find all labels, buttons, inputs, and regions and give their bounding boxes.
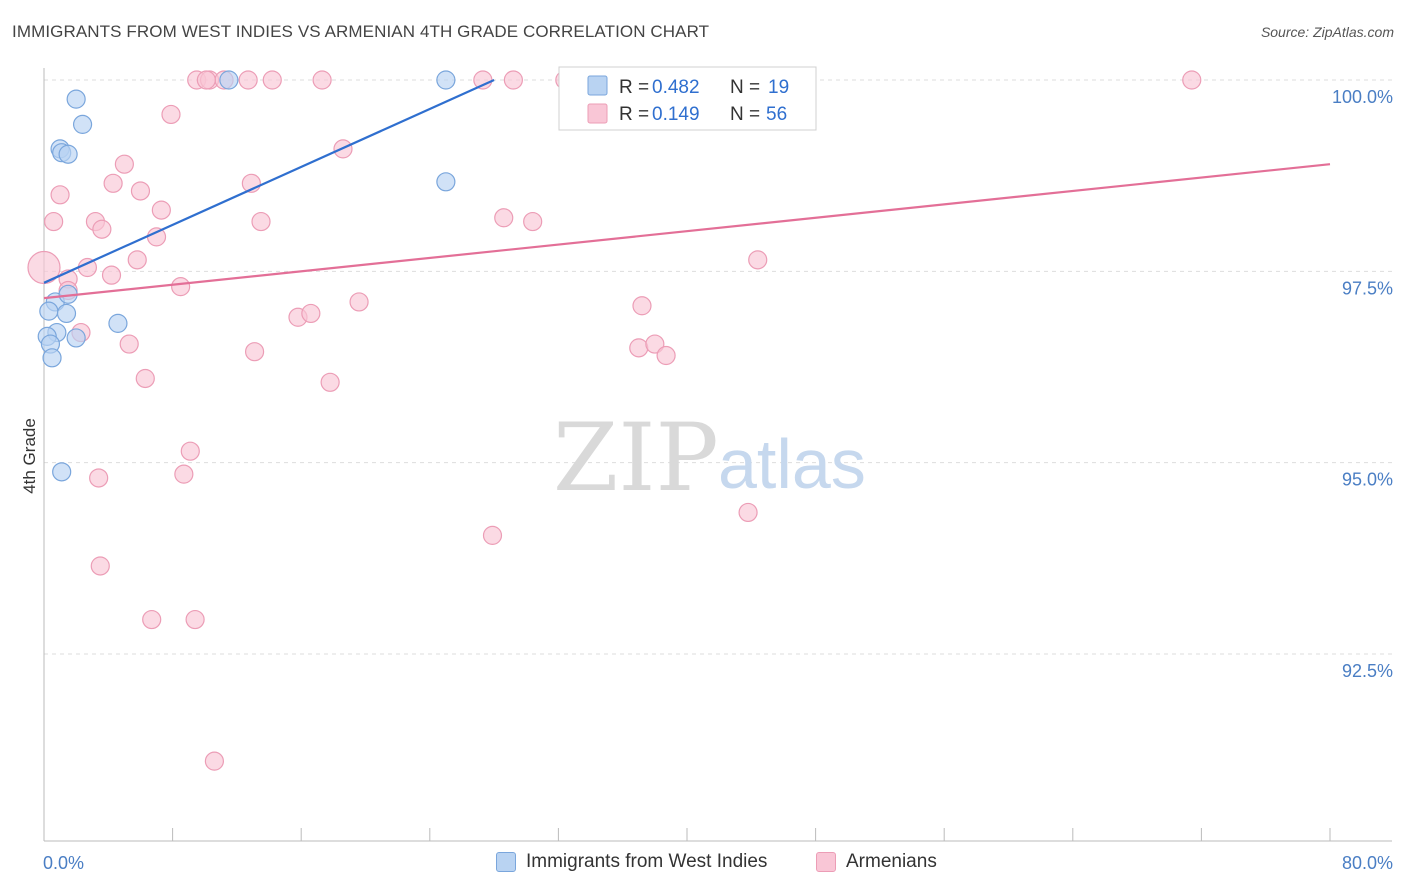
point-armenians-1 (44, 211, 64, 232)
point-armenians-54 (204, 751, 224, 771)
legend-r-label-2: R = (619, 104, 649, 125)
legend-series: Immigrants from West Indies Armenians (0, 851, 1406, 879)
point-armenians-26 (262, 70, 282, 90)
legend-n-label-2: N = (730, 104, 760, 125)
y-tick-label-0: 92.5% (1342, 661, 1393, 681)
point-armenians-51 (90, 556, 110, 576)
point-armenians-2 (50, 185, 70, 205)
point-armenians-30 (244, 342, 265, 362)
legend-n-label-1: N = (730, 77, 760, 98)
legend-r-value-1: 0.482 (652, 77, 700, 98)
point-west-indies-15 (66, 328, 86, 348)
legend-label-west-indies: Immigrants from West Indies (526, 851, 768, 872)
point-armenians-32 (301, 303, 321, 324)
point-armenians-11 (146, 227, 167, 247)
point-armenians-12 (127, 250, 147, 270)
point-armenians-45 (632, 296, 652, 316)
y-tick-label-3: 100.0% (1332, 87, 1393, 107)
point-armenians-53 (185, 609, 205, 630)
watermark-atlas: atlas (718, 425, 866, 503)
point-armenians-0 (27, 250, 61, 285)
legend-r-value-2: 0.149 (652, 104, 700, 125)
legend-swatch-pink (587, 103, 608, 124)
point-west-indies-0 (66, 89, 86, 109)
legend-swatch-armenians (816, 852, 836, 872)
point-armenians-8 (114, 154, 134, 174)
legend-label-armenians: Armenians (846, 851, 937, 872)
point-west-indies-6 (219, 70, 239, 90)
point-armenians-6 (92, 219, 112, 239)
x-tick-label-0: 0.0% (43, 853, 84, 873)
point-armenians-52 (142, 609, 162, 630)
legend-n-value-2: 56 (766, 104, 787, 125)
y-tick-labels: 92.5% 95.0% 97.5% 100.0% (1332, 87, 1393, 681)
point-west-indies-5 (436, 172, 456, 192)
point-armenians-13 (101, 265, 122, 285)
point-armenians-36 (494, 208, 514, 228)
point-armenians-49 (1182, 70, 1202, 90)
legend-correlation: R = 0.482 N = 19 R = 0.149 N = 56 (558, 66, 817, 131)
point-west-indies-7 (436, 70, 456, 90)
point-armenians-16 (119, 334, 139, 354)
trendline-west-indies (43, 78, 495, 284)
point-armenians-37 (523, 211, 543, 232)
point-armenians-19 (171, 277, 191, 297)
x-tick-labels: 0.0% 80.0% (43, 853, 1393, 873)
point-armenians-25 (238, 70, 258, 90)
x-tick-label-1: 80.0% (1342, 853, 1393, 873)
point-armenians-17 (135, 368, 155, 389)
y-tick-label-2: 97.5% (1342, 278, 1393, 298)
point-west-indies-14 (108, 313, 128, 333)
legend-item-west-indies: Immigrants from West Indies (496, 851, 767, 873)
point-armenians-20 (180, 441, 200, 461)
watermark-zip: ZIP (553, 404, 719, 513)
point-armenians-21 (174, 464, 194, 484)
point-armenians-50 (89, 468, 109, 488)
point-armenians-9 (130, 181, 151, 201)
point-armenians-39 (503, 70, 523, 90)
y-axis-label: 4th Grade (20, 418, 39, 494)
point-armenians-18 (161, 104, 181, 125)
point-west-indies-4 (58, 144, 78, 164)
point-armenians-38 (473, 70, 493, 90)
trend-lines (43, 78, 1331, 300)
grid-lines (44, 79, 1392, 655)
point-armenians-44 (656, 345, 676, 366)
legend-r-label-1: R = (619, 77, 649, 98)
axes (43, 68, 1392, 842)
point-armenians-48 (738, 502, 758, 523)
point-armenians-46 (482, 525, 503, 545)
legend-swatch-west-indies (496, 852, 516, 872)
y-tick-label-1: 95.0% (1342, 470, 1393, 490)
point-west-indies-11 (56, 303, 77, 324)
point-armenians-10 (151, 200, 171, 220)
point-armenians-42 (629, 338, 649, 358)
point-armenians-55 (196, 70, 216, 90)
point-west-indies-17 (42, 348, 62, 368)
point-armenians-35 (349, 292, 369, 312)
chart-title: IMMIGRANTS FROM WEST INDIES VS ARMENIAN … (12, 22, 710, 41)
point-west-indies-1 (72, 114, 93, 134)
legend-item-armenians: Armenians (816, 851, 937, 873)
legend-swatch-blue (587, 75, 608, 96)
point-west-indies-18 (52, 462, 72, 482)
point-armenians-34 (320, 372, 340, 392)
legend-n-value-1: 19 (768, 77, 789, 98)
point-armenians-41 (748, 250, 768, 270)
point-armenians-7 (103, 173, 123, 193)
point-armenians-29 (251, 211, 271, 232)
point-armenians-43 (645, 334, 665, 354)
chart-source: Source: ZipAtlas.com (1260, 24, 1394, 40)
point-armenians-27 (312, 70, 332, 90)
trendline-armenians (43, 163, 1331, 300)
point-west-indies-10 (39, 301, 59, 321)
